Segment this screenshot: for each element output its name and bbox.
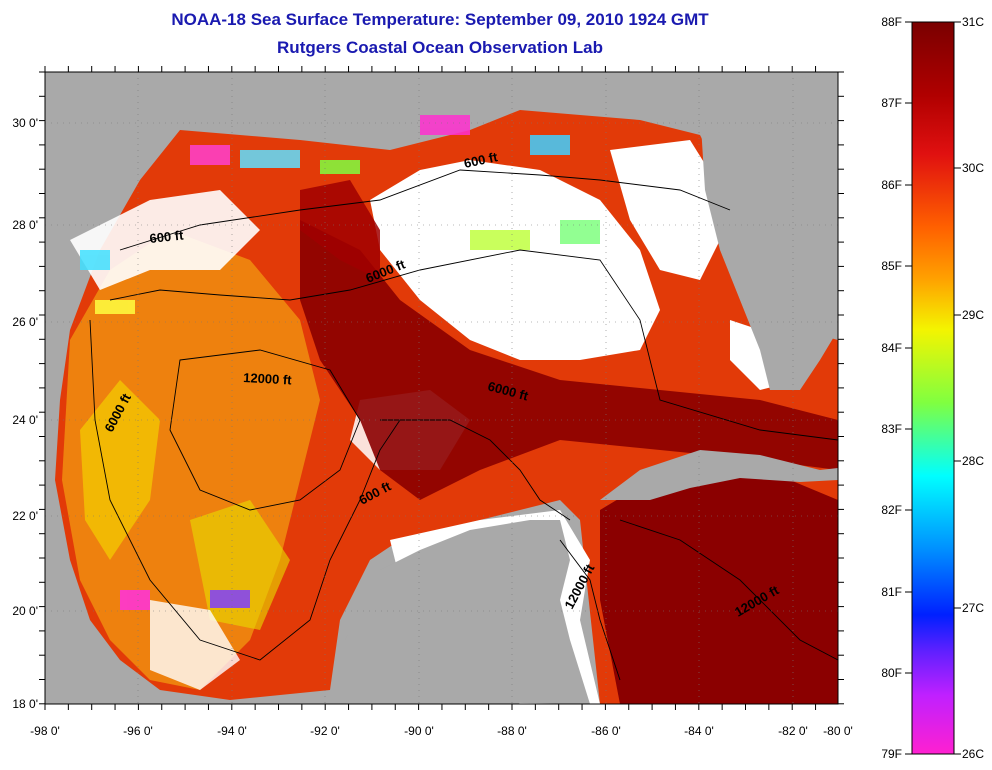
colorbar-f-label: 81F	[881, 585, 902, 599]
colorbar-gradient	[911, 21, 955, 755]
y-tick-label: 26 0'	[12, 315, 38, 329]
y-tick-label: 28 0'	[12, 218, 38, 232]
cuba	[600, 450, 838, 500]
yucatan-peninsula	[330, 520, 590, 704]
colorbar-f-label: 80F	[881, 666, 902, 680]
x-tick-label: -82 0'	[778, 724, 808, 738]
y-tick-label: 18 0'	[12, 697, 38, 711]
x-tick-label: -84 0'	[684, 724, 714, 738]
caribbean-warm	[600, 470, 838, 704]
map-subtitle: Rutgers Coastal Ocean Observation Lab	[277, 38, 603, 57]
x-tick-label: -88 0'	[497, 724, 527, 738]
florida	[700, 72, 838, 390]
northwest-cloud	[70, 190, 260, 290]
map-title: NOAA-18 Sea Surface Temperature: Septemb…	[171, 10, 709, 29]
x-axis: -98 0' -96 0' -94 0' -92 0' -90 0' -88 0…	[30, 724, 853, 738]
temperature-colorbar: 88F 87F 86F 85F 84F 83F 82F 81F 80F 79F …	[881, 15, 984, 761]
bathymetry-contours	[89, 169, 838, 681]
colorbar-f-label: 88F	[881, 15, 902, 29]
y-tick-label: 22 0'	[12, 509, 38, 523]
y-tick-label: 24 0'	[12, 413, 38, 427]
colorbar-c-label: 31C	[962, 15, 984, 29]
x-tick-label: -92 0'	[310, 724, 340, 738]
y-tick-label: 20 0'	[12, 604, 38, 618]
y-axis: 30 0' 28 0' 26 0' 24 0' 22 0' 20 0' 18 0…	[12, 116, 38, 711]
graticule	[45, 72, 838, 704]
colorbar-ticks	[905, 21, 961, 755]
colorbar-c-label: 30C	[962, 161, 984, 175]
southwest-cloud	[150, 600, 240, 690]
northeast-cloud	[610, 140, 720, 280]
north-cloud-mass	[370, 160, 660, 360]
x-tick-label: -96 0'	[123, 724, 153, 738]
axis-ticks	[39, 66, 844, 710]
colorbar-c-label: 27C	[962, 601, 984, 615]
western-yellow-patch	[80, 380, 160, 560]
x-tick-label: -98 0'	[30, 724, 60, 738]
colorbar-f-label: 85F	[881, 259, 902, 273]
contour-label: 600 ft	[149, 227, 185, 246]
colorbar-c-label: 26C	[962, 747, 984, 761]
colorbar-c-label: 28C	[962, 454, 984, 468]
map-area: 600 ft 600 ft 6000 ft 12000 ft 6000 ft 6…	[45, 72, 838, 704]
x-tick-label: -80 0'	[823, 724, 853, 738]
colorbar-f-label: 84F	[881, 341, 902, 355]
northwest-dark-red	[300, 180, 380, 280]
loop-current-warm	[300, 220, 838, 500]
colorbar-c-label: 29C	[962, 308, 984, 322]
x-tick-label: -90 0'	[404, 724, 434, 738]
colorbar-f-label: 79F	[881, 747, 902, 761]
x-tick-label: -94 0'	[217, 724, 247, 738]
colorbar-f-label: 87F	[881, 96, 902, 110]
y-tick-label: 30 0'	[12, 116, 38, 130]
contour-label: 12000 ft	[243, 370, 293, 388]
colorbar-f-label: 86F	[881, 178, 902, 192]
x-tick-label: -86 0'	[591, 724, 621, 738]
colorbar-f-label: 82F	[881, 503, 902, 517]
colorbar-f-label: 83F	[881, 422, 902, 436]
contour-label: 600 ft	[463, 149, 500, 171]
